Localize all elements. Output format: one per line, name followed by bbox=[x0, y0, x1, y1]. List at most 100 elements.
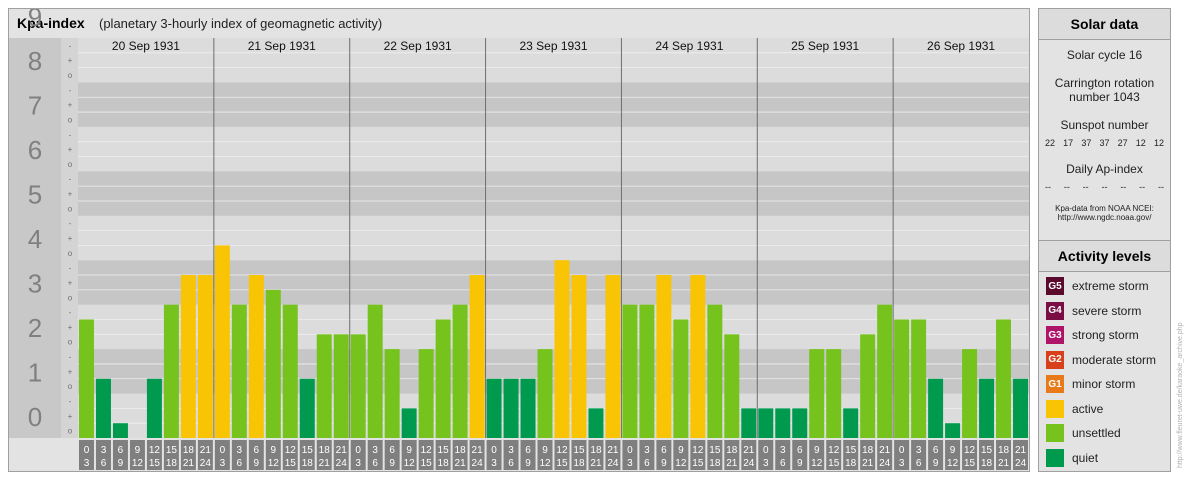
hour-label-start: 0 bbox=[763, 445, 769, 456]
y-tick-label: 9 bbox=[28, 9, 42, 32]
kp-bar bbox=[214, 245, 230, 438]
sub-tick-label: + bbox=[68, 367, 73, 376]
kp-bar bbox=[163, 304, 179, 438]
legend-item: unsettled bbox=[1046, 424, 1121, 442]
hour-label-end: 12 bbox=[404, 458, 416, 469]
kp-bar bbox=[79, 319, 94, 438]
hour-box bbox=[197, 440, 213, 470]
hour-label-start: 12 bbox=[828, 445, 840, 456]
source-line-1: Kpa-data from NOAA NCEI: bbox=[1055, 204, 1154, 213]
sunspot-value: 12 bbox=[1153, 138, 1164, 148]
hour-label-start: 0 bbox=[627, 445, 633, 456]
hour-label-start: 21 bbox=[879, 445, 891, 456]
hour-label-start: 0 bbox=[899, 445, 905, 456]
sub-tick-label: + bbox=[68, 145, 73, 154]
legend-item: G3 strong storm bbox=[1046, 326, 1139, 344]
hour-box bbox=[214, 440, 230, 470]
hour-label-start: 15 bbox=[845, 445, 857, 456]
hour-box bbox=[622, 440, 638, 470]
chart-subtitle: (planetary 3-hourly index of geomagnetic… bbox=[99, 16, 383, 31]
kp-bar bbox=[486, 378, 502, 438]
hour-label-start: 0 bbox=[491, 445, 497, 456]
legend-swatch bbox=[1046, 424, 1064, 442]
kp-bar bbox=[622, 304, 638, 438]
kp-bar bbox=[724, 334, 740, 438]
hour-label-end: 6 bbox=[916, 458, 922, 469]
hour-label-end: 21 bbox=[319, 458, 331, 469]
sub-tick-column bbox=[61, 38, 78, 438]
sub-tick-label: + bbox=[68, 278, 73, 287]
kp-bar bbox=[945, 423, 961, 438]
sub-tick-label: + bbox=[68, 101, 73, 110]
hour-box bbox=[588, 440, 604, 470]
hour-label-end: 9 bbox=[254, 458, 260, 469]
ap-value: -- bbox=[1063, 182, 1070, 192]
hour-label-start: 15 bbox=[438, 445, 450, 456]
hour-label-end: 9 bbox=[661, 458, 667, 469]
hour-label-start: 6 bbox=[525, 445, 531, 456]
hour-box bbox=[962, 440, 978, 470]
hour-label-end: 3 bbox=[220, 458, 226, 469]
hour-label-start: 18 bbox=[183, 445, 195, 456]
kp-bar bbox=[605, 275, 621, 438]
kp-bar bbox=[333, 334, 349, 438]
chart-title: Kpa-index bbox=[17, 15, 85, 31]
hour-label-end: 15 bbox=[149, 458, 161, 469]
hour-box bbox=[639, 440, 655, 470]
hour-label-start: 3 bbox=[372, 445, 378, 456]
hour-box bbox=[928, 440, 944, 470]
hour-label-start: 21 bbox=[743, 445, 755, 456]
hour-label-start: 15 bbox=[981, 445, 993, 456]
sub-tick-label: - bbox=[69, 175, 72, 184]
kp-bar bbox=[350, 334, 366, 438]
sub-tick-label: + bbox=[68, 234, 73, 243]
band-8 bbox=[78, 38, 1029, 83]
hour-box bbox=[673, 440, 689, 470]
legend-item: G1 minor storm bbox=[1046, 375, 1135, 393]
sunspot-values: 22 17 37 37 27 12 12 bbox=[1039, 138, 1170, 148]
sunspot-value: 17 bbox=[1063, 138, 1074, 148]
hour-label-end: 12 bbox=[947, 458, 959, 469]
ap-label: Daily Ap-index bbox=[1066, 162, 1143, 176]
kp-bar bbox=[418, 349, 434, 438]
hour-box bbox=[979, 440, 995, 470]
kp-bar bbox=[792, 408, 808, 438]
sunspot-value: 27 bbox=[1117, 138, 1128, 148]
hour-label-start: 6 bbox=[661, 445, 667, 456]
hour-label-end: 12 bbox=[268, 458, 280, 469]
ap-value: -- bbox=[1082, 182, 1089, 192]
legend-label: extreme storm bbox=[1072, 279, 1149, 293]
hour-label-start: 18 bbox=[998, 445, 1010, 456]
hour-label-end: 21 bbox=[726, 458, 738, 469]
hour-label-start: 3 bbox=[780, 445, 786, 456]
sunspot-value: 37 bbox=[1099, 138, 1110, 148]
kp-bar bbox=[180, 275, 196, 438]
hour-box bbox=[690, 440, 706, 470]
day-label: 26 Sep 1931 bbox=[927, 39, 995, 53]
hour-label-start: 21 bbox=[200, 445, 212, 456]
hour-label-end: 18 bbox=[573, 458, 585, 469]
hour-label-end: 18 bbox=[166, 458, 178, 469]
kp-bar bbox=[520, 378, 536, 438]
hour-box bbox=[333, 440, 349, 470]
hour-label-end: 21 bbox=[455, 458, 467, 469]
legend-item: G5 extreme storm bbox=[1046, 277, 1149, 295]
hour-label-start: 12 bbox=[149, 445, 161, 456]
hour-box bbox=[299, 440, 315, 470]
sunspot-value: 37 bbox=[1081, 138, 1092, 148]
hour-box bbox=[282, 440, 298, 470]
hour-label-start: 6 bbox=[118, 445, 124, 456]
hour-box bbox=[724, 440, 740, 470]
kp-bar bbox=[588, 408, 604, 438]
legend-item: G2 moderate storm bbox=[1046, 350, 1156, 369]
hour-box bbox=[809, 440, 825, 470]
legend-label: strong storm bbox=[1072, 328, 1139, 342]
sub-tick-label: - bbox=[69, 219, 72, 228]
day-label: 22 Sep 1931 bbox=[384, 39, 452, 53]
hour-box bbox=[367, 440, 383, 470]
y-tick-label: 1 bbox=[28, 357, 42, 387]
sub-tick-label: - bbox=[69, 264, 72, 273]
sub-tick-label: + bbox=[68, 412, 73, 421]
band-4 bbox=[78, 215, 1029, 261]
kp-bar bbox=[690, 275, 706, 438]
